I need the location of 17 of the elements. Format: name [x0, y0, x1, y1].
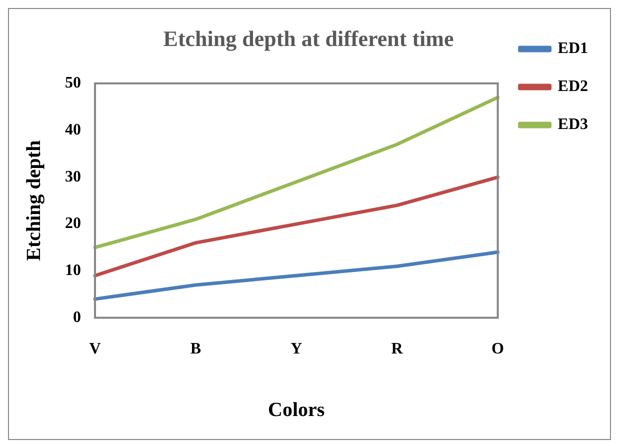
x-tick-label: B	[190, 340, 202, 358]
chart-title: Etching depth at different time	[163, 26, 454, 51]
y-axis-title: Etching depth	[23, 140, 46, 261]
legend-label: ED2	[558, 78, 588, 96]
y-tick-label: 20	[65, 215, 81, 232]
y-tick-label: 0	[73, 308, 81, 326]
x-tick-label: R	[391, 340, 404, 358]
legend-label: ED3	[558, 116, 588, 134]
x-tick-label: O	[492, 340, 504, 358]
x-axis-title: Colors	[268, 399, 325, 422]
x-tick-label: Y	[290, 340, 303, 358]
y-tick-label: 30	[65, 168, 81, 186]
x-tick-label: V	[89, 340, 102, 358]
y-tick-label: 40	[65, 121, 81, 138]
legend-label: ED1	[558, 40, 588, 58]
y-tick-label: 50	[65, 74, 81, 92]
y-tick-label: 10	[65, 262, 81, 280]
